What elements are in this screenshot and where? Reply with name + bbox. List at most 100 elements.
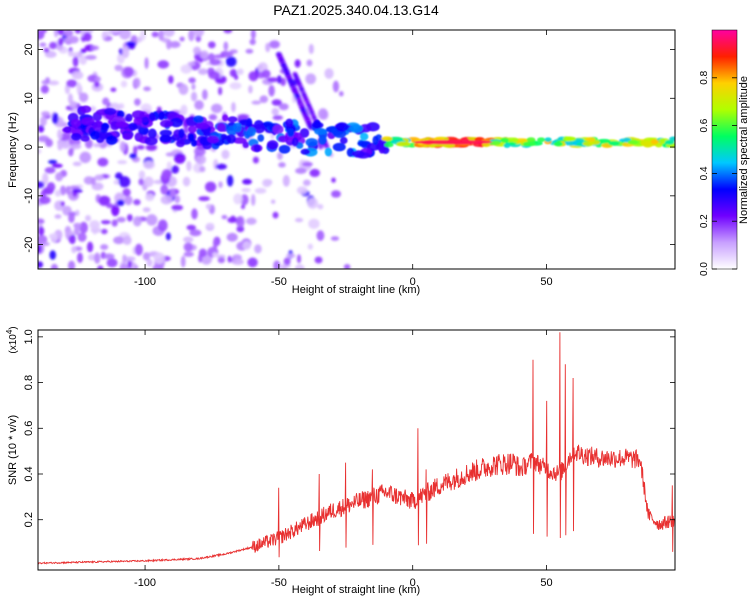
snr-multiplier: (x104) [5, 326, 19, 353]
noise-blob [84, 215, 92, 222]
noise-blob [41, 30, 47, 34]
noise-blob [171, 165, 180, 174]
noise-blob [133, 199, 141, 206]
noise-blob [113, 236, 125, 245]
noise-blob [215, 163, 227, 170]
band-blob [339, 136, 348, 145]
colorbar-tick: 0.0 [699, 262, 737, 276]
noise-blob [308, 218, 320, 229]
noise-blob [59, 185, 67, 196]
noise-blob [236, 216, 245, 228]
noise-blob [134, 264, 139, 269]
noise-blob [134, 98, 141, 106]
snr-multiplier-base: (x10 [8, 334, 19, 354]
noise-blob [168, 41, 181, 48]
noise-blob [122, 254, 127, 264]
band-blob [257, 134, 265, 142]
band-blob [522, 141, 536, 147]
noise-blob [283, 257, 291, 266]
noise-blob [180, 64, 193, 74]
noise-blob [308, 43, 314, 55]
noise-blob [47, 80, 60, 86]
band-blob [544, 137, 552, 143]
band-blob [147, 128, 157, 139]
noise-blob [179, 36, 185, 42]
top-yticks-tick: -20 [23, 237, 675, 253]
noise-blob [124, 256, 136, 262]
noise-blob [138, 170, 146, 180]
noise-blob [143, 160, 155, 170]
noise-blob [247, 257, 258, 268]
noise-blob [106, 258, 118, 268]
noise-blob [73, 226, 80, 236]
noise-blob [69, 100, 78, 110]
noise-blob [211, 103, 223, 114]
band-blob [149, 112, 156, 122]
noise-blob [39, 116, 47, 127]
noise-blob [259, 95, 269, 103]
noise-blob [254, 187, 267, 194]
band-blob [253, 123, 265, 134]
bot-yticks-tick: 0.2 [23, 512, 675, 527]
spectrogram-y-label: Frequency (Hz) [7, 112, 19, 188]
band-blob [106, 135, 118, 145]
noise-blob [80, 48, 87, 54]
band-blob [158, 111, 165, 121]
band-blob [144, 136, 158, 146]
noise-blob [187, 61, 196, 66]
colorbar-tick: 0.8 [699, 70, 737, 85]
noise-blob [74, 30, 82, 34]
noise-blob [117, 160, 128, 165]
noise-blob [66, 79, 78, 88]
noise-blob [160, 195, 173, 205]
noise-blob [271, 107, 280, 116]
noise-blob [58, 142, 63, 151]
noise-blob [118, 30, 131, 40]
noise-blob [282, 174, 290, 187]
band-blob [159, 129, 172, 137]
band-blob [195, 123, 210, 130]
noise-blob [278, 103, 289, 111]
colorbar-label: Normalized spectral amplitude [738, 76, 750, 224]
noise-blob [231, 101, 236, 113]
noise-blob [116, 53, 125, 64]
band-blob [314, 128, 327, 135]
noise-blob [143, 86, 151, 92]
noise-blob [38, 261, 44, 268]
noise-blob [46, 182, 56, 192]
noise-blob [100, 220, 111, 225]
noise-blob [223, 30, 233, 34]
colorbar-tick-label: 0.0 [699, 262, 710, 276]
noise-blob [134, 77, 141, 88]
noise-blob [242, 241, 252, 250]
noise-blob [221, 215, 228, 220]
noise-blob [276, 75, 282, 84]
band-blob [70, 132, 82, 141]
noise-blob [123, 66, 135, 77]
noise-blob [212, 252, 218, 258]
noise-blob [102, 97, 110, 106]
band-blob [318, 135, 327, 145]
noise-blob [101, 31, 107, 40]
band-blob [138, 126, 149, 135]
band-blob [359, 132, 369, 141]
noise-blob [183, 251, 194, 257]
band-blob [188, 133, 195, 142]
band-blob [222, 114, 229, 122]
noise-blob [314, 256, 323, 264]
noise-blob [173, 152, 186, 164]
noise-blob [151, 31, 159, 38]
noise-blob [38, 124, 45, 133]
band-blob [277, 135, 289, 143]
colorbar-ticks: 0.0 0.2 0.4 0.6 0.8 [699, 70, 737, 276]
noise-blob [306, 59, 313, 67]
band-blob [650, 139, 659, 145]
noise-blob [223, 41, 229, 51]
noise-blob [223, 51, 234, 57]
noise-blob [252, 156, 260, 164]
band-blob [500, 137, 509, 143]
heatmap-band [62, 105, 675, 159]
band-blob [291, 137, 299, 147]
noise-blob [248, 85, 253, 94]
noise-blob [76, 252, 83, 264]
